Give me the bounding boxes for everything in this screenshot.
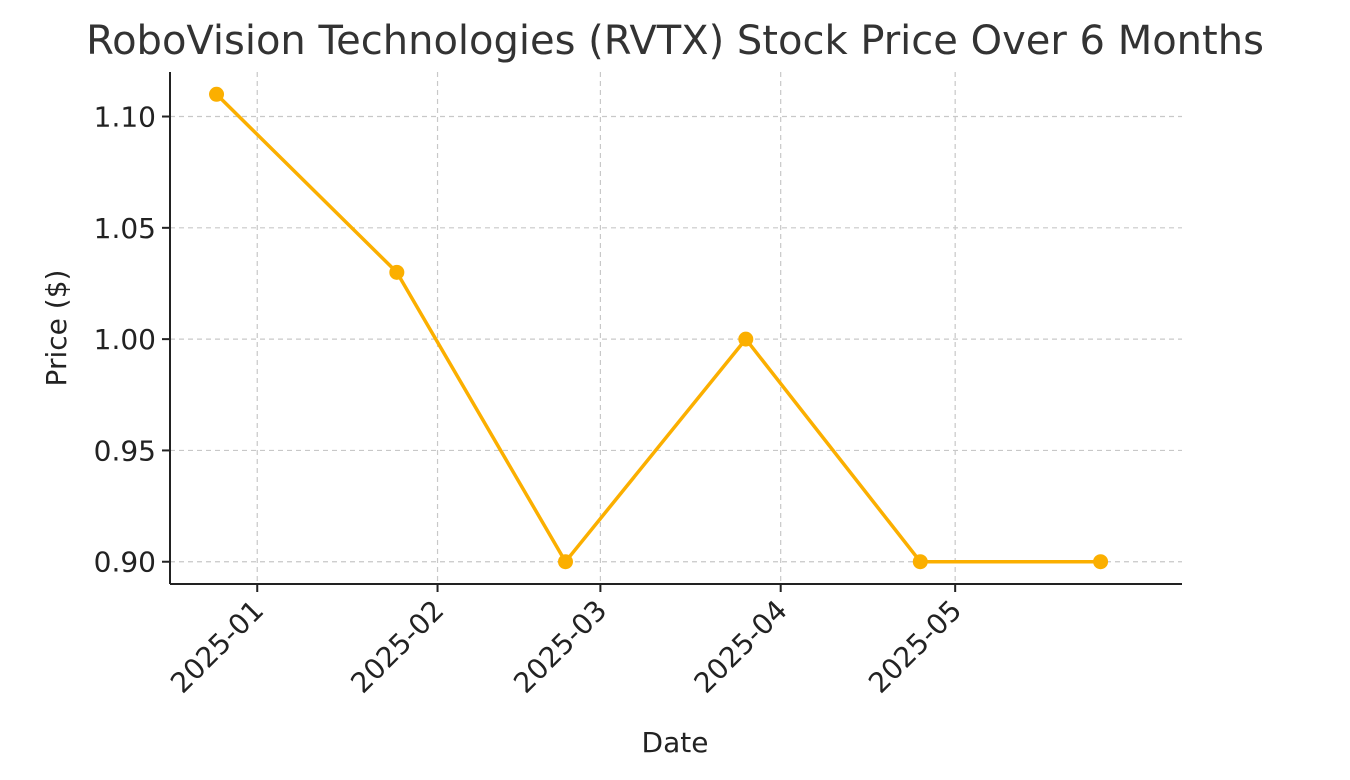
grid-layer: [170, 72, 1182, 584]
x-tick-label: 2025-02: [344, 594, 450, 700]
series-line: [214, 92, 1103, 564]
data-point[interactable]: [209, 86, 225, 102]
data-point[interactable]: [912, 554, 928, 570]
x-tick-label: 2025-05: [862, 594, 968, 700]
data-point[interactable]: [1093, 554, 1109, 570]
series-layer: [209, 86, 1109, 570]
data-point[interactable]: [738, 331, 754, 347]
y-axis-label: Price ($): [40, 270, 73, 387]
data-point[interactable]: [389, 264, 405, 280]
y-tick-label: 0.90: [94, 546, 156, 579]
y-tick-label: 0.95: [94, 434, 156, 467]
x-axis-label: Date: [642, 726, 709, 759]
y-tick-label: 1.00: [94, 323, 156, 356]
x-tick-label: 2025-03: [507, 594, 613, 700]
y-tick-label: 1.10: [94, 101, 156, 134]
x-tick-label: 2025-01: [164, 594, 270, 700]
data-point[interactable]: [557, 554, 573, 570]
chart-title: RoboVision Technologies (RVTX) Stock Pri…: [86, 18, 1264, 64]
x-tick-label: 2025-04: [688, 594, 794, 700]
y-tick-label: 1.05: [94, 212, 156, 245]
